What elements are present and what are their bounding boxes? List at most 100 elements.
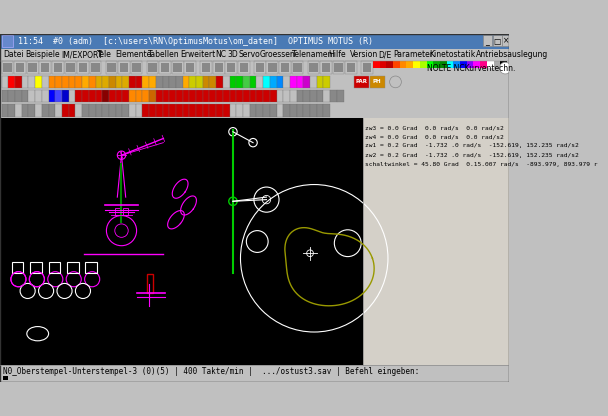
Bar	[176, 104, 182, 116]
Bar	[492, 35, 502, 46]
Text: PAR: PAR	[355, 79, 367, 84]
Bar	[102, 104, 109, 116]
Bar	[62, 76, 69, 88]
Bar	[196, 76, 203, 88]
Text: schaltwinkel = 45.80 Grad  0.15.007 rad/s  -893.979, 893.979 r: schaltwinkel = 45.80 Grad 0.15.007 rad/s…	[365, 162, 598, 167]
Bar	[40, 62, 51, 74]
Bar	[22, 90, 29, 102]
Bar	[460, 62, 467, 68]
Bar	[9, 90, 15, 102]
Bar	[237, 104, 243, 116]
Bar	[257, 90, 263, 102]
Bar	[303, 76, 310, 88]
Bar	[263, 90, 270, 102]
Bar	[290, 104, 297, 116]
Bar	[337, 90, 344, 102]
Text: Tabellen: Tabellen	[148, 50, 179, 59]
Bar	[303, 90, 310, 102]
Bar	[149, 90, 156, 102]
Bar	[122, 90, 129, 102]
Bar	[363, 117, 510, 365]
Bar	[203, 90, 210, 102]
Bar	[29, 104, 35, 116]
Bar	[173, 63, 182, 72]
Bar	[386, 62, 393, 68]
Text: Parameter: Parameter	[393, 50, 434, 59]
Bar	[250, 104, 257, 116]
Bar	[49, 90, 55, 102]
Bar	[216, 90, 223, 102]
Bar	[15, 76, 22, 88]
Bar	[297, 76, 303, 88]
Bar	[122, 104, 129, 116]
Bar	[89, 76, 95, 88]
Bar	[82, 90, 89, 102]
Circle shape	[499, 62, 511, 74]
Bar	[270, 104, 277, 116]
Bar	[189, 76, 196, 88]
Bar	[107, 63, 116, 72]
Bar	[323, 104, 330, 116]
Text: □: □	[494, 37, 501, 46]
Bar	[30, 262, 42, 273]
Bar	[66, 63, 75, 72]
Bar	[215, 63, 223, 72]
Bar	[303, 104, 310, 116]
Text: Telenamen: Telenamen	[292, 50, 334, 59]
Bar	[69, 90, 75, 102]
Bar	[420, 62, 426, 68]
Bar	[257, 76, 263, 88]
Bar	[373, 62, 379, 68]
Bar	[136, 104, 142, 116]
Bar	[270, 76, 277, 88]
Bar	[308, 62, 319, 74]
Text: Antriebsauslegung: Antriebsauslegung	[476, 50, 548, 59]
Bar	[129, 104, 136, 116]
Bar	[49, 104, 55, 116]
Bar	[293, 63, 302, 72]
Bar	[203, 104, 210, 116]
Text: PH: PH	[373, 79, 381, 84]
Bar	[182, 104, 189, 116]
Bar	[102, 90, 109, 102]
Bar	[196, 104, 203, 116]
Bar	[317, 104, 323, 116]
Bar	[2, 62, 13, 74]
Text: Beispiele: Beispiele	[25, 50, 60, 59]
Bar	[12, 262, 24, 273]
Bar	[162, 104, 169, 116]
Bar	[243, 76, 250, 88]
Text: _: _	[485, 37, 489, 46]
Bar	[86, 262, 97, 273]
Bar	[29, 63, 37, 72]
Bar	[9, 104, 15, 116]
Bar	[142, 76, 149, 88]
Bar	[237, 76, 243, 88]
Bar	[136, 76, 142, 88]
Bar	[283, 90, 290, 102]
Bar	[257, 104, 263, 116]
Text: IM/EXPORT: IM/EXPORT	[61, 50, 103, 59]
Bar	[474, 62, 480, 68]
Bar	[182, 90, 189, 102]
Bar	[75, 90, 82, 102]
Bar	[15, 90, 22, 102]
Bar	[142, 104, 149, 116]
Bar	[89, 62, 102, 74]
Bar	[426, 62, 434, 68]
Bar	[250, 76, 257, 88]
Bar	[67, 262, 79, 273]
Bar	[55, 104, 62, 116]
Bar	[55, 76, 62, 88]
Bar	[62, 104, 69, 116]
Bar	[162, 90, 169, 102]
Bar	[2, 104, 9, 116]
Text: 11:54  #0 (adm)  [c:\users\RN\OptimusMotus\om_daten]  OPTIMUS MOTUS (R): 11:54 #0 (adm) [c:\users\RN\OptimusMotus…	[18, 37, 373, 46]
Bar	[0, 365, 510, 382]
Bar	[0, 60, 510, 117]
Bar	[297, 90, 303, 102]
Bar	[363, 63, 371, 72]
Bar	[297, 104, 303, 116]
Bar	[317, 90, 323, 102]
Bar	[148, 63, 157, 72]
